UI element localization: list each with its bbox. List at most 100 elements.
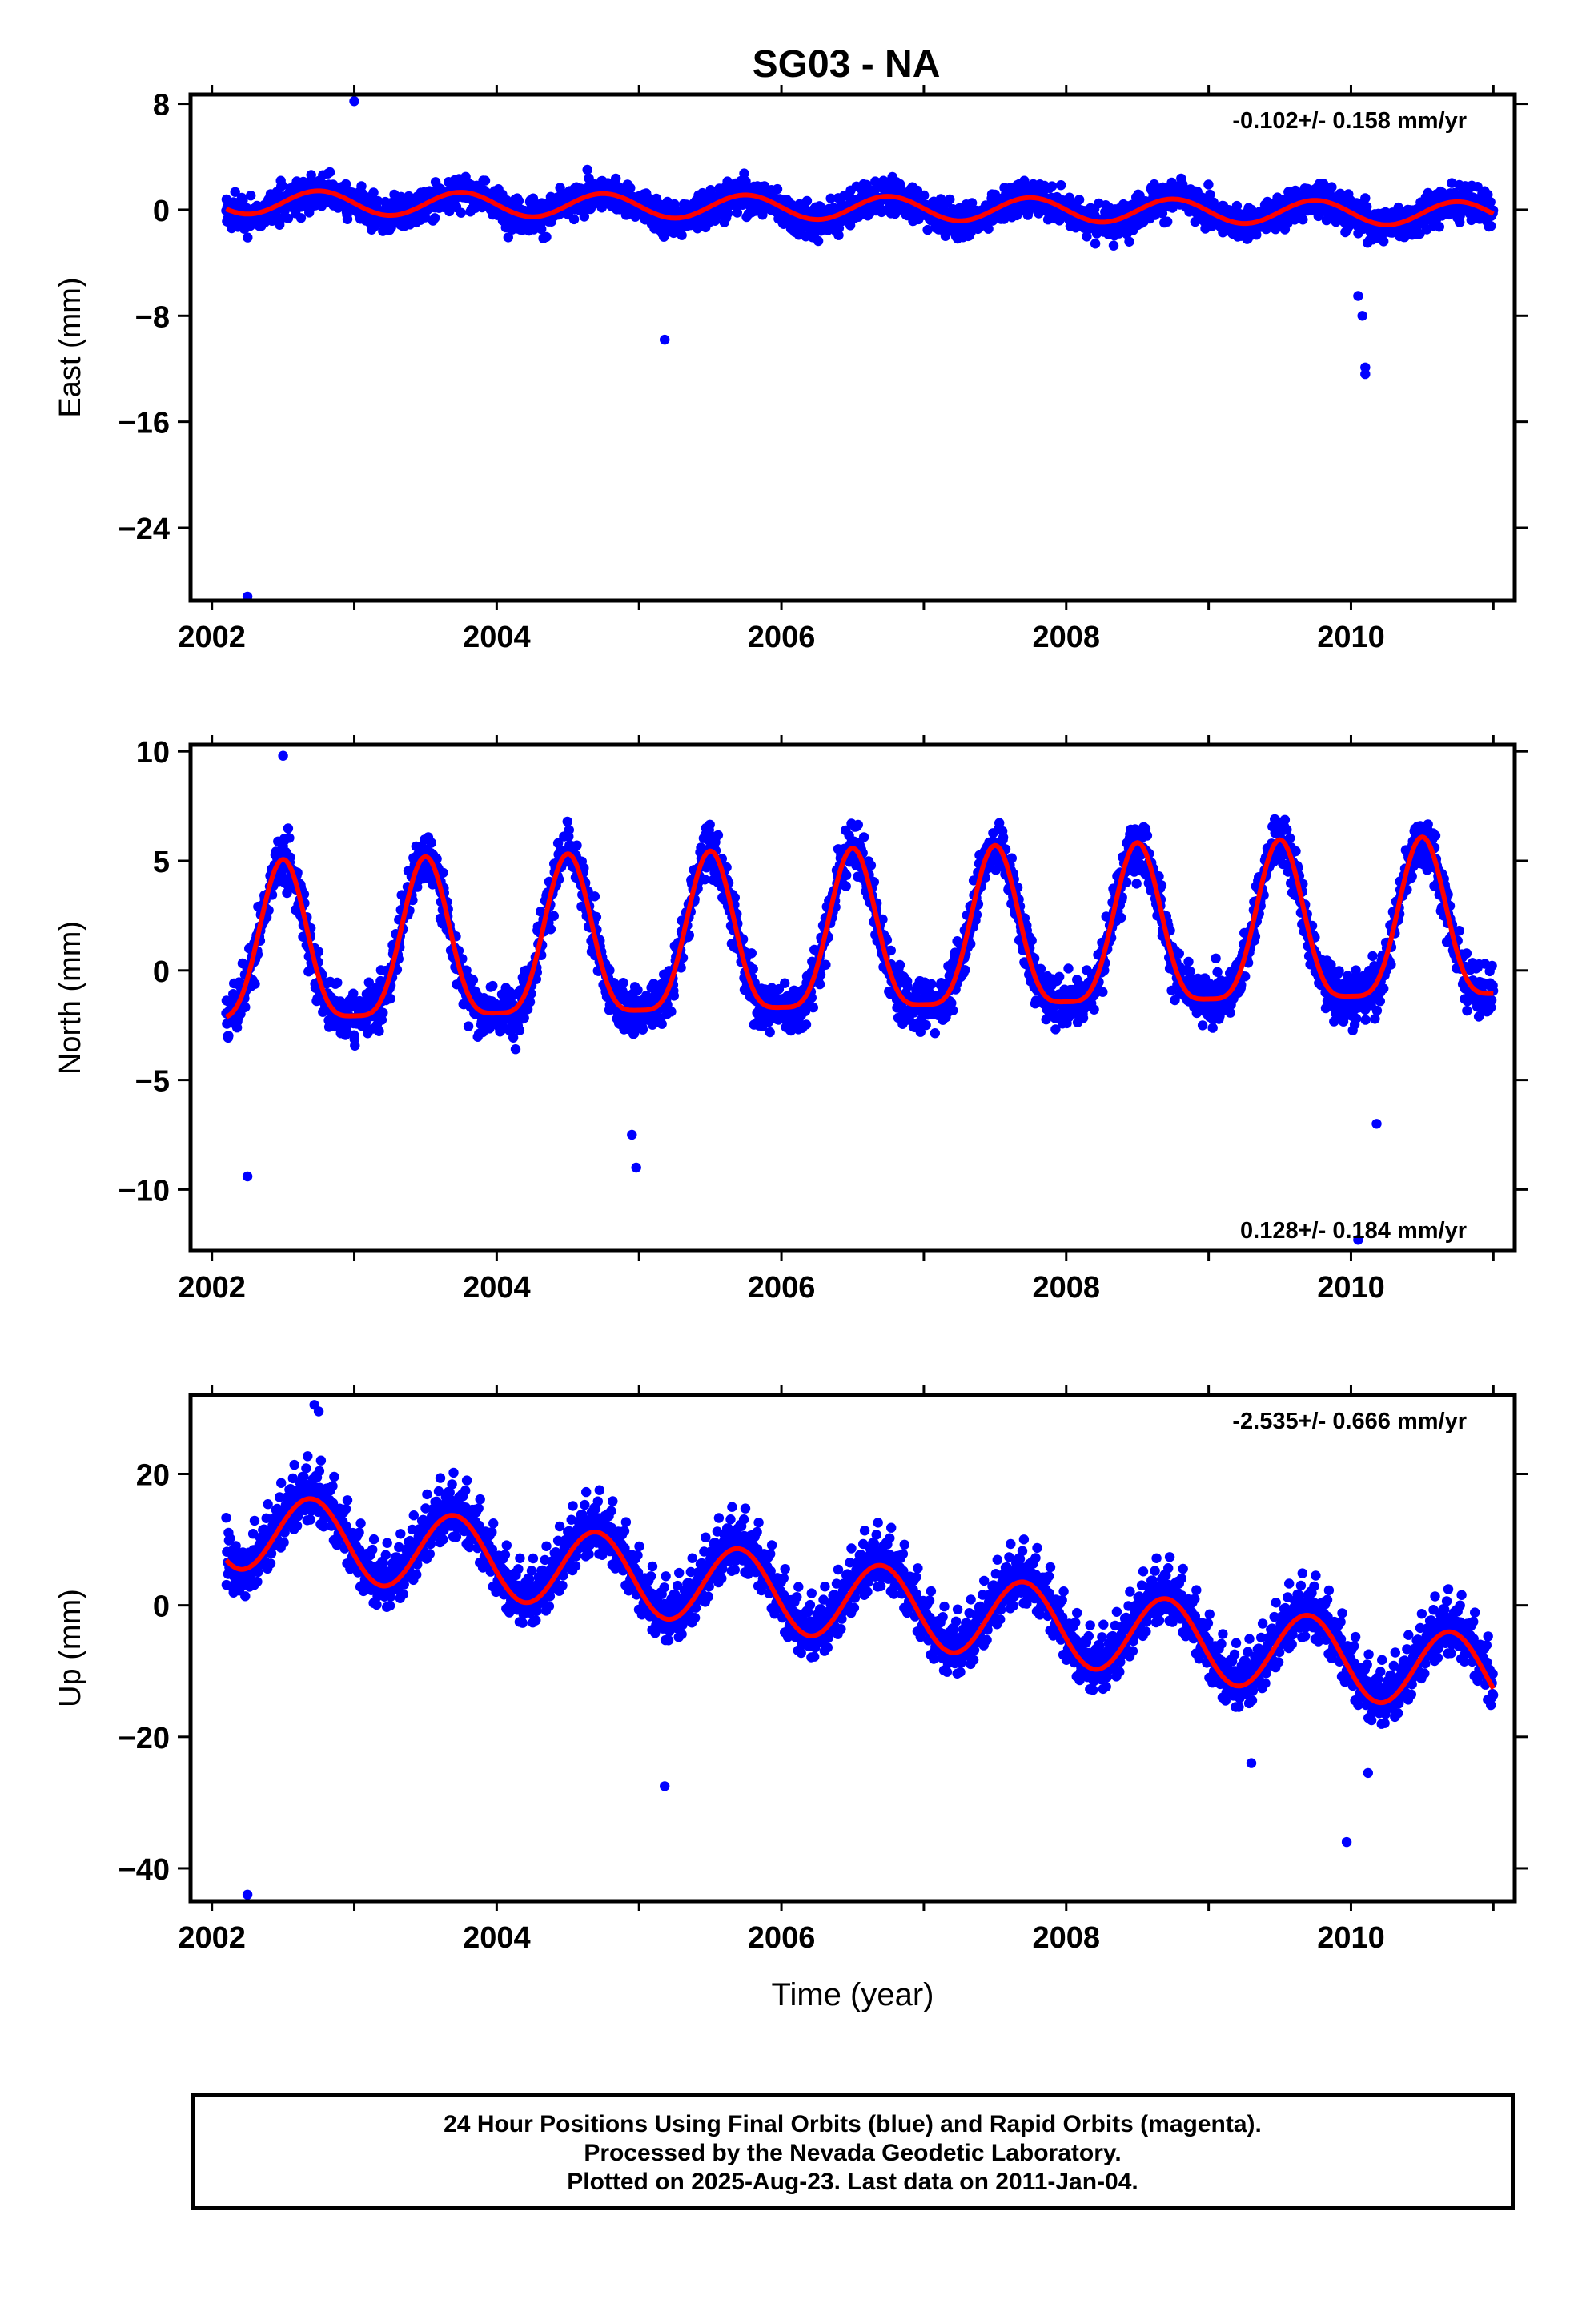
data-point <box>618 978 628 988</box>
data-point <box>276 180 287 191</box>
data-point <box>722 208 733 219</box>
data-point <box>438 867 448 879</box>
data-point <box>1447 178 1457 188</box>
y-axis-label: East (mm) <box>54 277 87 417</box>
data-point <box>656 1019 667 1029</box>
data-point <box>284 833 295 843</box>
data-point <box>739 168 749 179</box>
data-point <box>562 816 572 827</box>
data-point <box>250 979 260 990</box>
data-point <box>632 985 643 995</box>
data-point <box>1318 179 1329 189</box>
data-point <box>919 190 930 201</box>
data-point <box>238 195 248 206</box>
data-point <box>858 832 869 842</box>
data-point <box>611 173 621 184</box>
data-point <box>368 187 379 198</box>
data-point <box>572 840 582 850</box>
data-point <box>853 819 864 830</box>
data-point <box>374 1026 384 1037</box>
data-point <box>930 1028 941 1039</box>
data-point <box>589 891 600 902</box>
y-tick-label: −16 <box>118 407 170 440</box>
data-point <box>591 911 602 923</box>
data-point <box>1360 193 1371 203</box>
data-point <box>488 980 498 991</box>
data-point <box>363 977 374 987</box>
data-point <box>468 975 479 985</box>
data-point <box>1026 935 1037 946</box>
data-point <box>1082 231 1092 242</box>
data-point <box>1178 179 1188 190</box>
x-tick-label: 2002 <box>178 621 246 654</box>
data-point <box>1046 181 1058 191</box>
data-point <box>283 823 294 834</box>
data-point <box>1298 215 1308 225</box>
data-point <box>536 223 547 235</box>
data-point <box>780 978 790 988</box>
data-point <box>808 1002 818 1013</box>
data-point <box>480 175 491 186</box>
data-point <box>1486 221 1496 231</box>
data-point <box>677 230 687 240</box>
data-point <box>637 1024 648 1035</box>
data-point <box>1205 189 1215 200</box>
data-point <box>604 965 615 976</box>
data-point <box>625 183 636 193</box>
data-point <box>582 164 592 175</box>
data-point <box>378 1007 388 1018</box>
y-tick-label: 0 <box>153 195 170 228</box>
data-point <box>372 195 383 207</box>
data-point <box>1327 182 1337 192</box>
data-point <box>385 993 396 1004</box>
data-point <box>463 1021 474 1031</box>
data-points <box>221 96 1499 601</box>
data-point <box>757 210 768 220</box>
data-point <box>456 207 466 218</box>
data-point <box>921 1019 931 1031</box>
data-point <box>432 854 442 864</box>
data-point <box>243 232 253 243</box>
velocity-rate-label: -0.102+/- 0.158 mm/yr <box>1232 108 1467 134</box>
data-point <box>519 1013 529 1023</box>
data-point <box>940 231 951 241</box>
data-point <box>1074 195 1085 205</box>
data-point <box>713 830 724 841</box>
data-point <box>801 195 813 207</box>
data-point <box>825 193 836 203</box>
data-point <box>1251 230 1262 240</box>
data-point <box>1006 853 1018 863</box>
data-point <box>503 232 513 243</box>
data-point <box>1485 197 1496 207</box>
data-point <box>772 183 783 195</box>
data-point <box>350 1040 360 1051</box>
data-point <box>1108 240 1119 251</box>
data-point <box>821 959 831 970</box>
data-point <box>579 862 589 874</box>
page-title: SG03 - NA <box>753 43 941 86</box>
data-point <box>922 224 933 235</box>
data-point <box>283 213 294 223</box>
data-point <box>429 213 440 223</box>
data-point <box>1393 202 1403 213</box>
data-point <box>545 924 556 935</box>
x-tick-label: 2006 <box>748 621 816 654</box>
data-point <box>524 997 536 1007</box>
data-point <box>998 832 1009 842</box>
data-point <box>813 235 824 247</box>
outlier-point <box>349 96 359 107</box>
data-point <box>568 214 580 225</box>
x-tick-label: 2008 <box>1033 621 1101 654</box>
data-point <box>564 825 574 835</box>
x-tick-label: 2004 <box>463 621 531 654</box>
data-point <box>748 963 758 975</box>
plot-frame <box>188 92 1517 603</box>
data-point <box>1056 180 1066 191</box>
data-point <box>666 1007 677 1017</box>
data-point <box>1157 208 1168 219</box>
outlier-point <box>1357 311 1367 321</box>
data-point <box>814 979 825 990</box>
